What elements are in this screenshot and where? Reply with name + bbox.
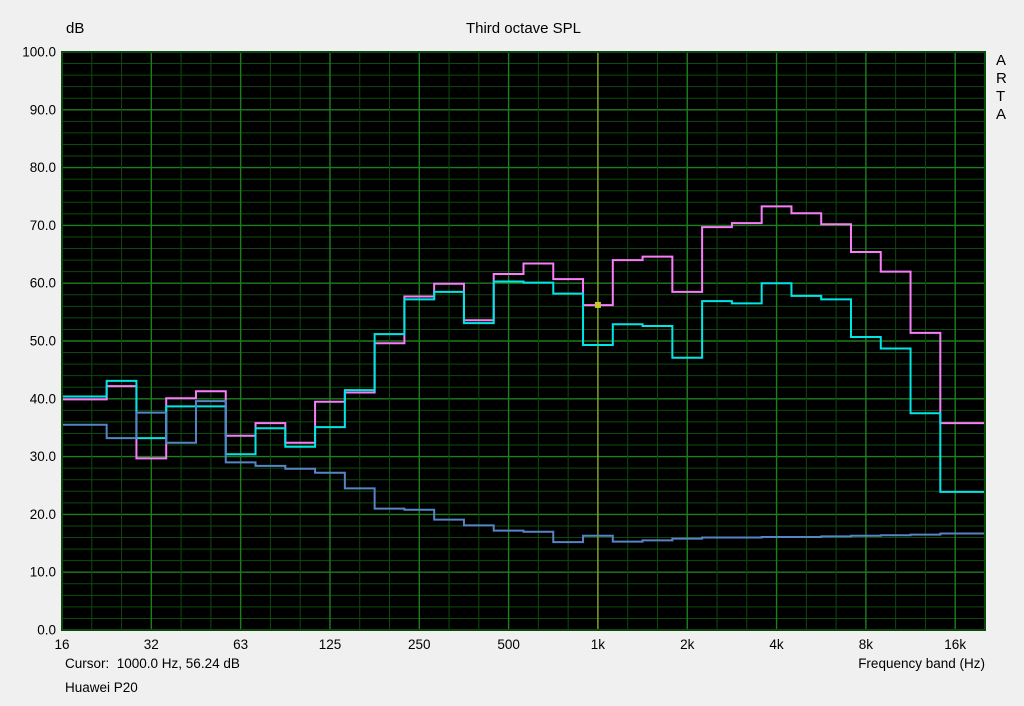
- x-tick-label: 500: [497, 637, 520, 652]
- y-tick-label: 50.0: [30, 334, 56, 349]
- x-tick-label: 8k: [859, 637, 874, 652]
- y-axis-unit-label: dB: [66, 20, 85, 37]
- x-axis-title: Frequency band (Hz): [858, 656, 985, 671]
- plot-border: [61, 51, 986, 631]
- y-tick-label: 70.0: [30, 218, 56, 233]
- x-tick-label: 16k: [944, 637, 966, 652]
- noise-floor-curve: [62, 400, 984, 544]
- x-tick-label: 4k: [769, 637, 784, 652]
- y-tick-label: 90.0: [30, 102, 56, 117]
- cursor-readout: Cursor: 1000.0 Hz, 56.24 dB: [65, 656, 240, 671]
- y-tick-label: 60.0: [30, 276, 56, 291]
- x-tick-label: 32: [144, 637, 159, 652]
- cursor-marker: [594, 301, 601, 308]
- x-tick-label: 125: [319, 637, 342, 652]
- y-tick-label: 40.0: [30, 391, 56, 406]
- x-tick-label: 2k: [680, 637, 695, 652]
- chart-title: Third octave SPL: [465, 20, 582, 37]
- x-tick-label: 16: [54, 637, 69, 652]
- y-tick-label: 30.0: [30, 449, 56, 464]
- y-tick-label: 100.0: [22, 45, 56, 60]
- device-name-label: Huawei P20: [65, 680, 138, 695]
- x-tick-label: 1k: [591, 637, 606, 652]
- pink-spl-curve: [62, 205, 984, 460]
- y-tick-label: 20.0: [30, 507, 56, 522]
- y-tick-label: 0.0: [37, 623, 56, 638]
- y-tick-label: 80.0: [30, 160, 56, 175]
- x-tick-label: 250: [408, 637, 431, 652]
- arta-watermark: ARTA: [996, 52, 1007, 123]
- y-tick-label: 10.0: [30, 565, 56, 580]
- x-tick-label: 63: [233, 637, 248, 652]
